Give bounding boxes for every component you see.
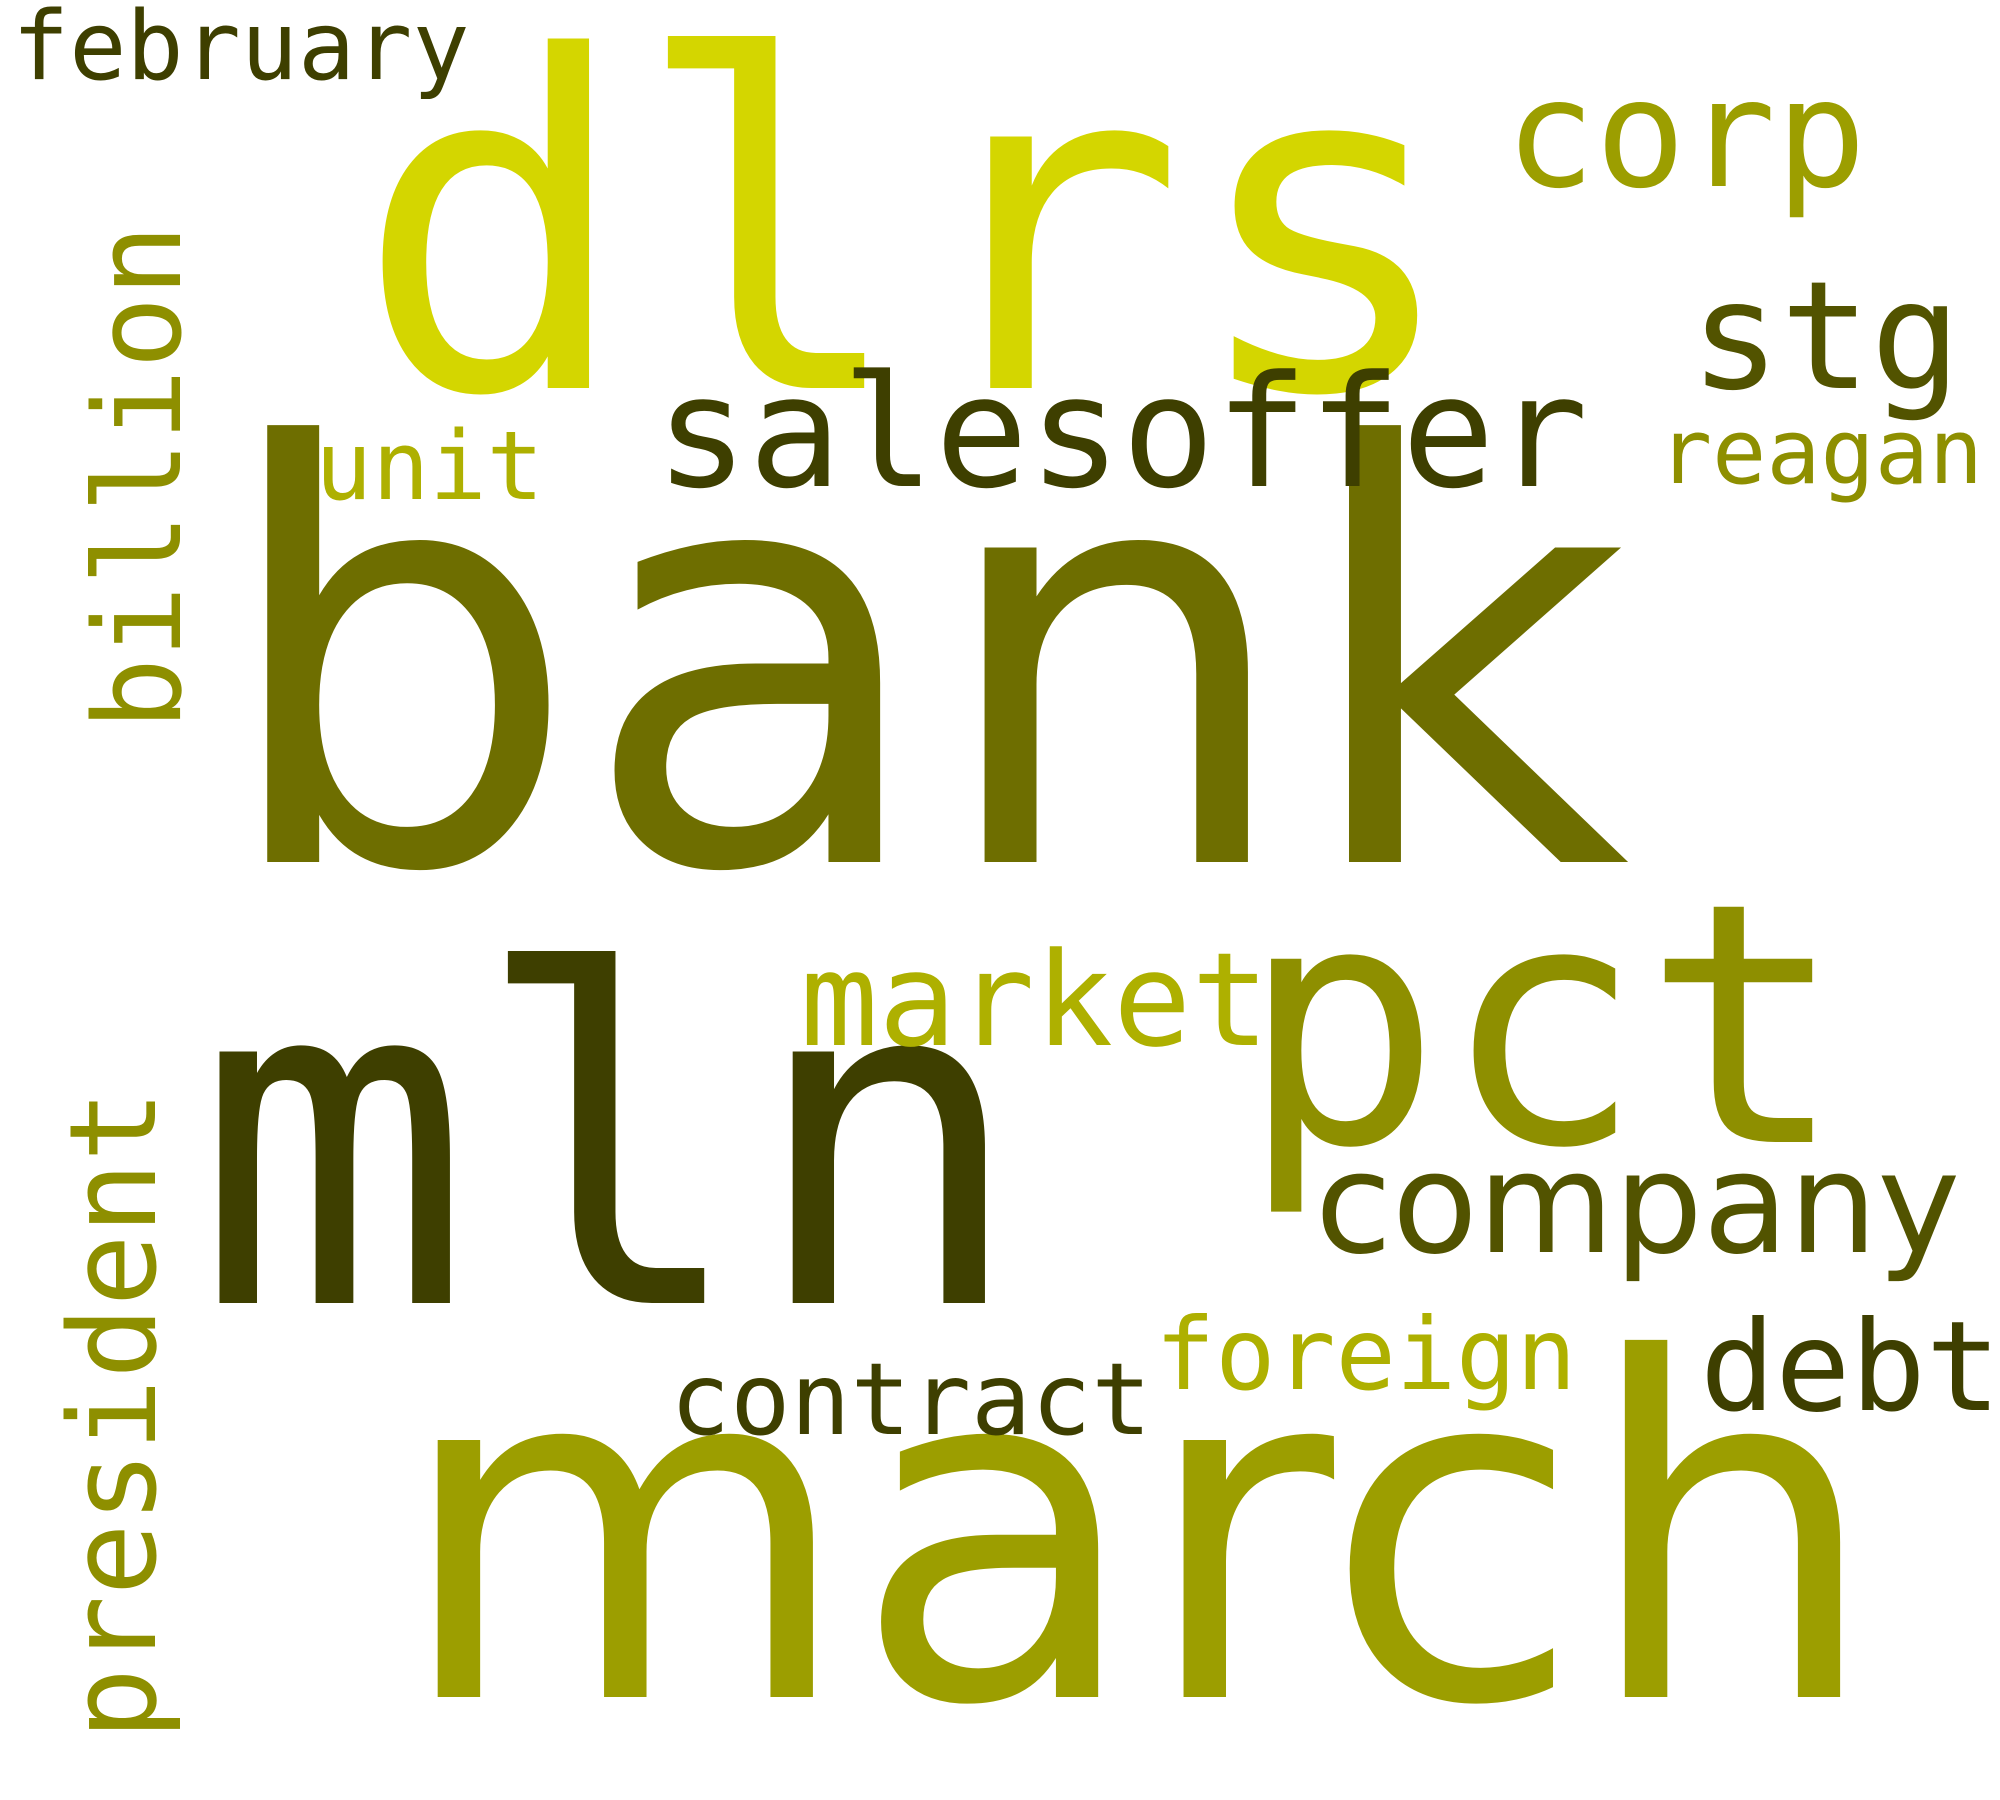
word-pct: pct [1240,832,1846,1222]
word-contract: contract [670,1341,1152,1458]
word-reagan: reagan [1658,400,1984,505]
word-march: march [395,1261,1881,1800]
word-salesoffer: salesoffer [655,342,1589,523]
word-stg: stg [1690,250,1961,424]
word-foreign: foreign [1155,1296,1577,1413]
word-corp: corp [1505,48,1867,222]
word-february: february [12,0,470,102]
word-unit: unit [315,412,544,522]
word-dlrs: dlrs [355,0,1463,497]
word-bank: bank [215,328,1630,998]
word-debt: debt [1700,1295,2000,1440]
word-market: market [800,924,1270,1076]
word-billion: billion [70,224,209,730]
word-company: company [1315,1123,1961,1286]
word-mln: mln [195,877,1026,1412]
word-president: president [45,1089,184,1740]
